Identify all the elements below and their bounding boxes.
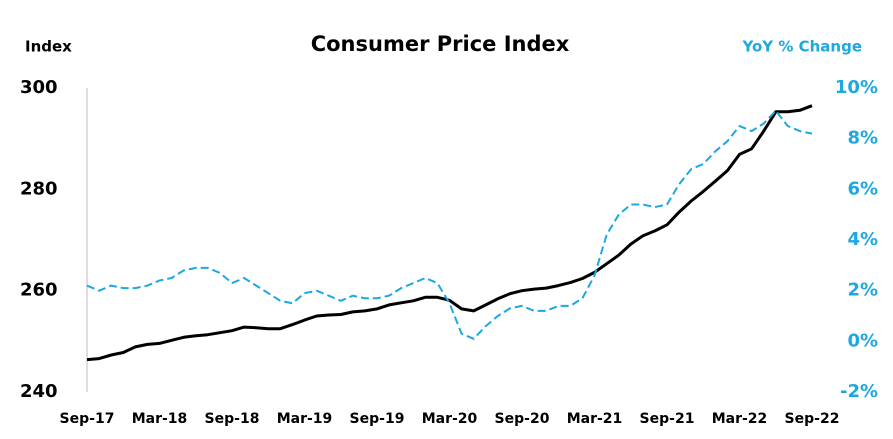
x-tick-label: Mar-19 [277, 411, 333, 427]
series-line [86, 104, 813, 362]
x-tick-label: Mar-21 [567, 411, 623, 427]
y-tick-label: 240 [20, 381, 58, 402]
y-tick-label: 300 [20, 77, 58, 98]
y2-tick-label: 6% [847, 178, 878, 199]
y-axis-label: Index [25, 38, 72, 56]
y2-axis-label: YoY % Change [741, 38, 862, 56]
x-tick-label: Sep-20 [495, 411, 550, 427]
x-tick-label: Sep-18 [205, 411, 260, 427]
y-tick-label: 280 [20, 178, 58, 199]
x-tick-label: Mar-18 [132, 411, 188, 427]
x-tick-label: Mar-22 [712, 411, 768, 427]
y2-tick-label: 0% [847, 330, 878, 351]
y2-tick-label: -2% [840, 381, 878, 402]
chart-title: Consumer Price Index [311, 32, 570, 56]
y2-tick-label: 4% [847, 229, 878, 250]
x-tick-label: Sep-19 [350, 411, 405, 427]
x-tick-label: Sep-22 [785, 411, 840, 427]
x-tick-label: Sep-17 [60, 411, 115, 427]
y2-tick-label: 10% [835, 77, 878, 98]
x-tick-label: Mar-20 [422, 411, 478, 427]
x-tick-label: Sep-21 [640, 411, 695, 427]
series-line [86, 109, 813, 340]
y-tick-label: 260 [20, 280, 58, 301]
y2-tick-label: 8% [847, 128, 878, 149]
y2-tick-label: 2% [847, 280, 878, 301]
